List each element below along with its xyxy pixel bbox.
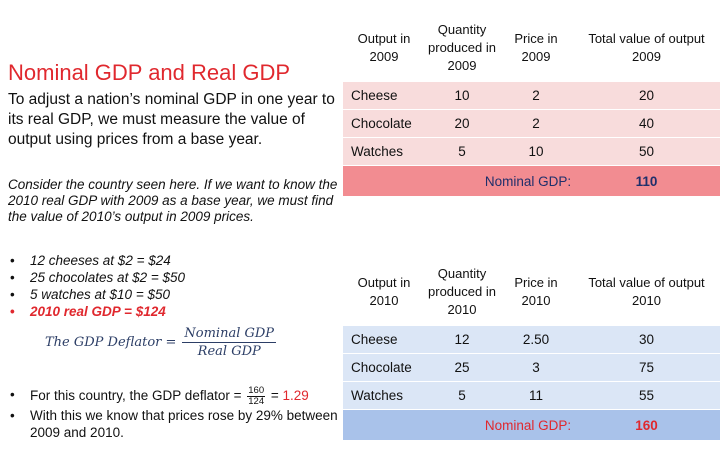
table-row: Cheese 12 2.50 30 [343,326,720,354]
column-header: Quantity produced in 2010 [428,266,496,317]
slide-title: Nominal GDP and Real GDP [8,60,291,85]
total-value: 160 [635,417,658,433]
list-item: 5 watches at $10 = $50 [8,286,343,303]
list-item: 25 chocolates at $2 = $50 [8,269,343,286]
deflator-formula: The GDP Deflator = Nominal GDP Real GDP [45,326,277,359]
column-header: Output in 2010 [357,275,411,308]
table-2010: Output in 2010 Quantity produced in 2010… [343,258,720,440]
table-row: Watches 5 10 50 [343,138,720,166]
total-value: 110 [635,173,658,189]
table-row: Watches 5 11 55 [343,382,720,410]
intro-text: To adjust a nation’s nominal GDP in one … [8,91,335,148]
conclusion-list: For this country, the GDP deflator = 160… [8,386,343,441]
list-item: 12 cheeses at $2 = $24 [8,252,343,269]
real-gdp-result: 2010 real GDP = $124 [8,303,343,320]
formula-fraction: Nominal GDP Real GDP [182,326,277,359]
formula-lhs: The GDP Deflator = [45,335,177,350]
table-2009: Output in 2009 Quantity produced in 2009… [343,14,720,196]
total-label: Nominal GDP: [484,173,572,189]
total-label: Nominal GDP: [484,417,572,433]
column-header: Total value of output 2010 [588,275,705,308]
column-header: Output in 2009 [357,31,411,64]
deflator-fraction: 160 124 [247,385,266,407]
table-row: Cheese 10 2 20 [343,82,720,110]
consider-text: Consider the country seen here. If we wa… [8,177,338,224]
calc-bullet-list: 12 cheeses at $2 = $24 25 chocolates at … [8,252,343,320]
column-header: Price in 2010 [514,275,558,308]
list-item: With this we know that prices rose by 29… [8,407,343,441]
table-row: Chocolate 20 2 40 [343,110,720,138]
list-item: For this country, the GDP deflator = 160… [8,386,343,407]
formula-denominator: Real GDP [197,344,261,359]
table-header: Output in 2009 Quantity produced in 2009… [343,14,720,82]
table-header: Output in 2010 Quantity produced in 2010… [343,258,720,326]
total-row: Nominal GDP: 160 [343,410,720,440]
column-header: Quantity produced in 2009 [428,22,496,73]
column-header: Price in 2009 [514,31,558,64]
total-row: Nominal GDP: 110 [343,166,720,196]
column-header: Total value of output 2009 [588,31,705,64]
table-row: Chocolate 25 3 75 [343,354,720,382]
deflator-value: 1.29 [282,388,309,404]
formula-numerator: Nominal GDP [182,326,277,343]
